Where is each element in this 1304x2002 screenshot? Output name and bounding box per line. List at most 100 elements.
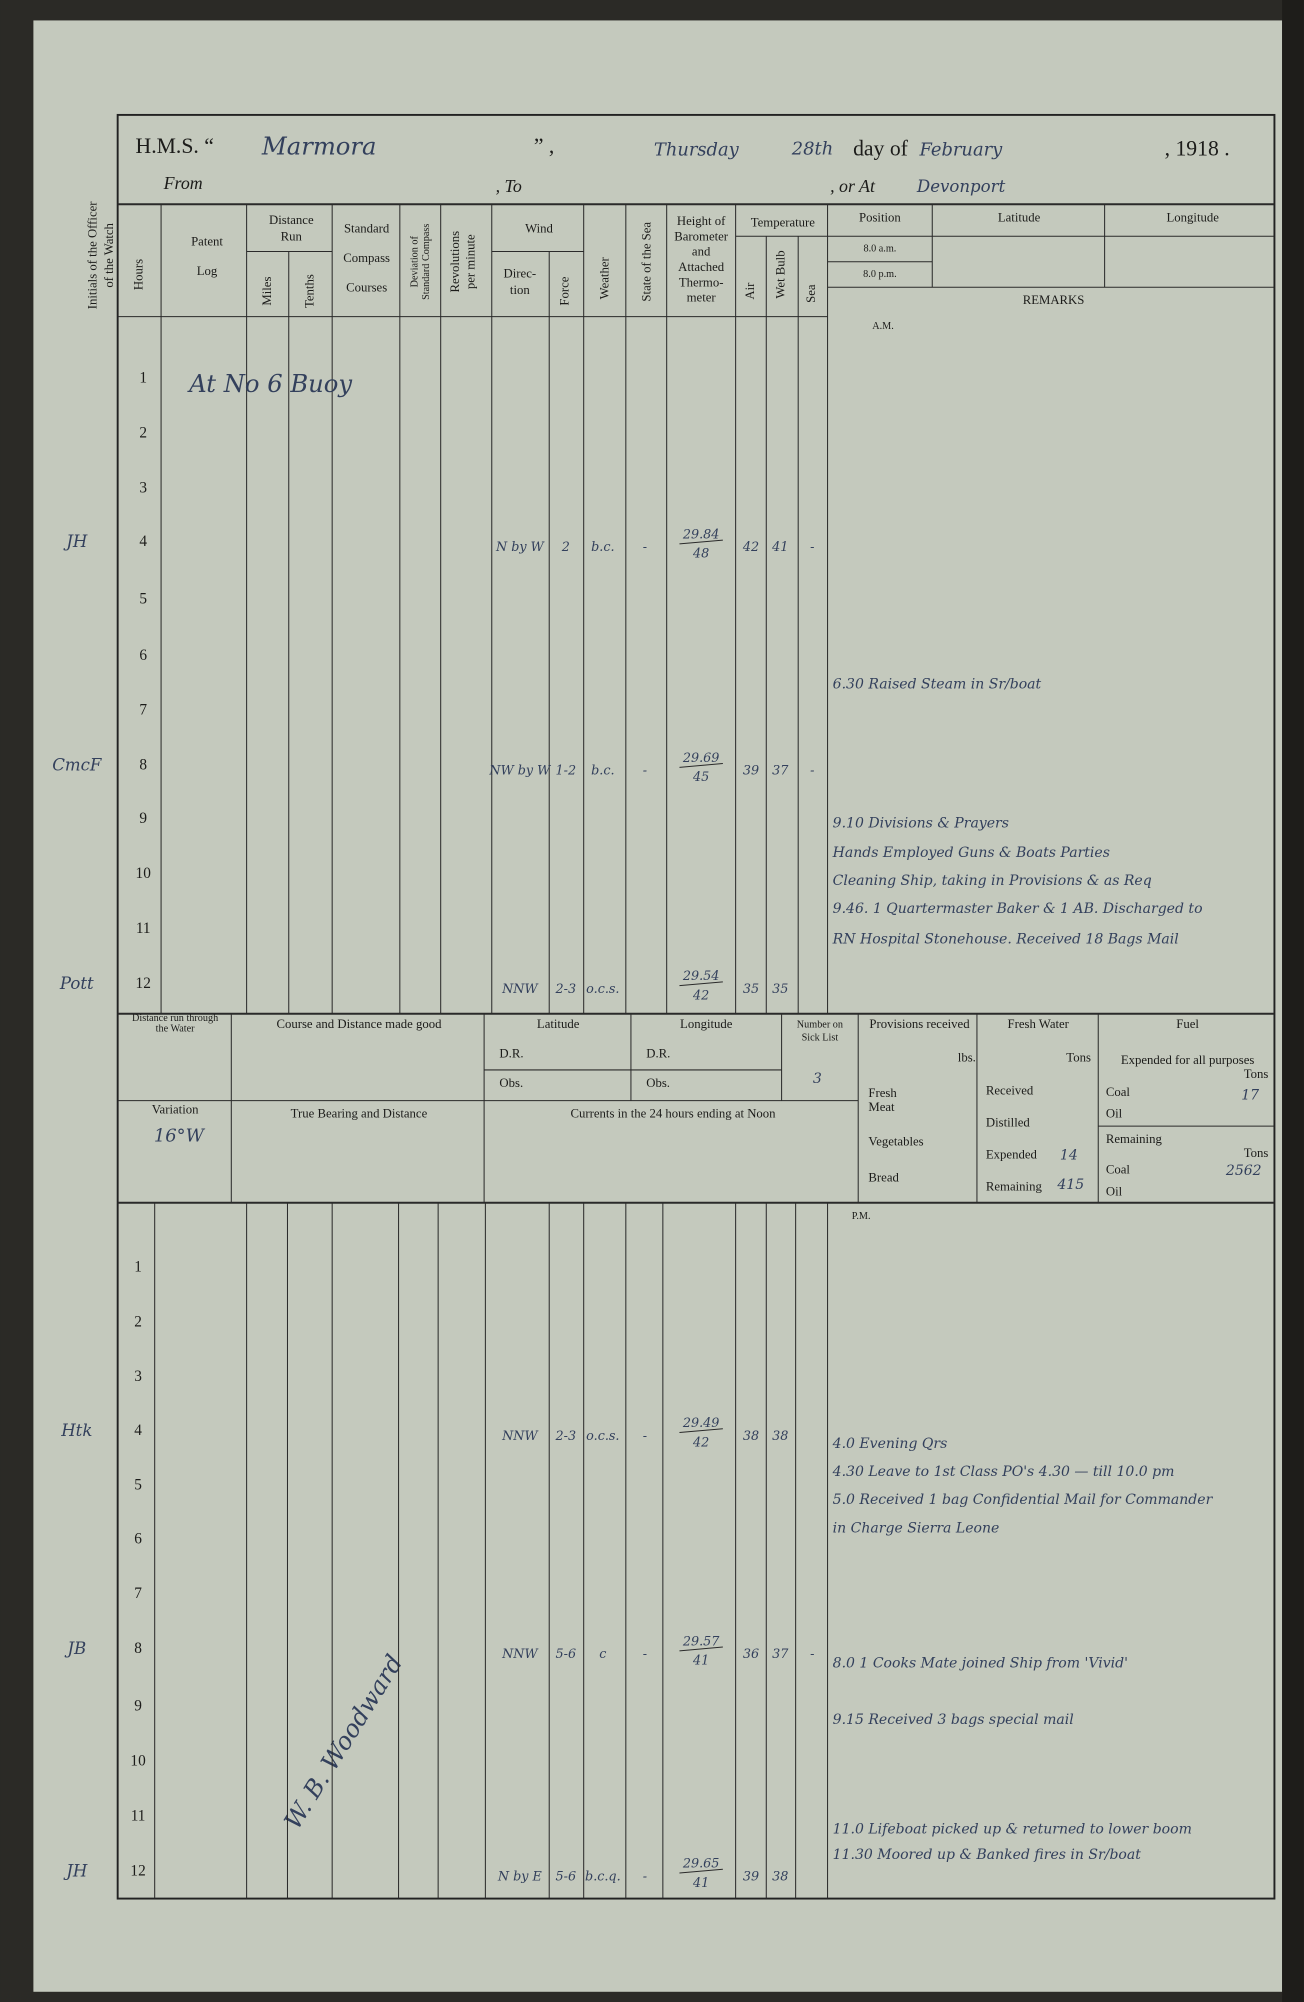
remark: 11.30 Moored up & Banked fires in Sr/boa… <box>833 1847 1142 1863</box>
column-header: Wet Bulb <box>774 250 788 298</box>
label: the Water <box>156 1023 196 1034</box>
column-header: Air <box>743 282 757 300</box>
am-label: A.M. <box>872 321 894 332</box>
hour: 7 <box>139 702 147 719</box>
weather: c <box>599 1647 606 1662</box>
label: Vegetables <box>868 1135 923 1149</box>
column-header: Compass <box>343 251 390 265</box>
barometer: 29.65 <box>682 1857 720 1872</box>
hour: 12 <box>130 1862 145 1879</box>
column-header: Longitude <box>1167 210 1220 224</box>
label: lbs. <box>958 1050 976 1064</box>
force: 2 <box>561 540 570 555</box>
label: True Bearing and Distance <box>291 1107 428 1121</box>
remark: 4.30 Leave to 1st Class PO's 4.30 — till… <box>832 1464 1175 1480</box>
label: Obs. <box>646 1076 670 1090</box>
weather: b.c. <box>591 764 614 779</box>
rule <box>679 1868 723 1874</box>
wet-bulb: 37 <box>772 764 789 779</box>
hour: 6 <box>139 647 147 664</box>
initials: JH <box>63 1861 88 1880</box>
column-header: 8.0 p.m. <box>863 269 896 280</box>
hour: 3 <box>134 1368 142 1385</box>
label: Sick List <box>802 1032 839 1043</box>
column-header: per minute <box>463 234 477 289</box>
hour: 2 <box>139 425 147 442</box>
hour: 9 <box>139 810 147 827</box>
rule <box>679 981 723 987</box>
label: 14 <box>1060 1147 1078 1163</box>
force: 2-3 <box>555 982 577 997</box>
sea: - <box>643 764 647 779</box>
column-header: Miles <box>260 277 274 306</box>
label: D.R. <box>499 1047 523 1061</box>
label: Coal <box>1106 1085 1131 1099</box>
column-header: Position <box>859 210 901 224</box>
direction: NNW <box>501 982 538 997</box>
hour: 2 <box>134 1313 142 1330</box>
air: 39 <box>743 764 759 779</box>
label: Tons <box>1244 1146 1269 1160</box>
remark: 9.46. 1 Quartermaster Baker & 1 AB. Disc… <box>833 901 1203 917</box>
initials: JH <box>63 532 88 551</box>
hour: 4 <box>139 533 147 550</box>
column-header: Direc- <box>504 266 537 280</box>
remark: in Charge Sierra Leone <box>833 1520 1000 1536</box>
remark: Cleaning Ship, taking in Provisions & as… <box>833 873 1152 889</box>
hour: 11 <box>136 920 151 937</box>
hour: 8 <box>134 1640 142 1657</box>
column-header: Standard <box>344 222 390 236</box>
hour: 4 <box>134 1422 142 1439</box>
label: Meat <box>868 1100 895 1114</box>
hour: 10 <box>136 865 152 882</box>
hour: 8 <box>139 757 147 774</box>
label: Remaining <box>986 1179 1043 1193</box>
label: Tons <box>1244 1067 1269 1081</box>
direction: NNW <box>501 1429 538 1444</box>
ship-name: Marmora <box>261 132 377 161</box>
date: 28th <box>791 138 833 159</box>
sea-temp: - <box>810 1647 814 1662</box>
column-header: Log <box>197 264 218 278</box>
label: Coal <box>1106 1163 1131 1177</box>
air: 42 <box>742 540 759 555</box>
label: Bread <box>868 1170 899 1184</box>
label: Longitude <box>680 1017 733 1031</box>
label: Currents in the 24 hours ending at Noon <box>571 1107 777 1121</box>
label: 2562 <box>1225 1163 1262 1179</box>
month: February <box>918 140 1003 161</box>
direction: NNW <box>501 1647 538 1662</box>
hour: 7 <box>134 1585 142 1602</box>
rule <box>679 1428 723 1434</box>
sea: - <box>643 1869 647 1884</box>
initials: Pott <box>59 974 94 993</box>
column-header: and <box>692 245 711 259</box>
sea: - <box>643 540 647 555</box>
column-header: meter <box>687 291 717 305</box>
barometer: 29.57 <box>682 1634 720 1649</box>
label: Remaining <box>1106 1132 1163 1146</box>
wet-bulb: 38 <box>772 1429 788 1444</box>
column-header: Weather <box>597 257 611 300</box>
remark: RN Hospital Stonehouse. Received 18 Bags… <box>832 932 1179 948</box>
force: 1-2 <box>556 764 577 779</box>
column-header: Sea <box>804 284 818 303</box>
remark: Hands Employed Guns & Boats Parties <box>832 845 1110 861</box>
hour: 1 <box>139 370 147 387</box>
air: 35 <box>743 982 759 997</box>
weather: o.c.s. <box>586 1429 619 1444</box>
barometer: 29.84 <box>682 527 720 542</box>
column-header: Height of <box>677 214 726 228</box>
force: 2-3 <box>555 1429 577 1444</box>
hour: 3 <box>139 480 147 497</box>
force: 5-6 <box>556 1869 577 1884</box>
force: 5-6 <box>556 1647 577 1662</box>
air: 38 <box>743 1429 759 1444</box>
label: Oil <box>1106 1107 1123 1121</box>
column-header: Force <box>558 276 572 305</box>
column-header: Courses <box>346 280 387 294</box>
column-header: Attached <box>678 260 725 274</box>
barometer: 29.69 <box>682 751 720 766</box>
hour: 5 <box>139 591 147 608</box>
column-header: Distance <box>269 213 314 227</box>
